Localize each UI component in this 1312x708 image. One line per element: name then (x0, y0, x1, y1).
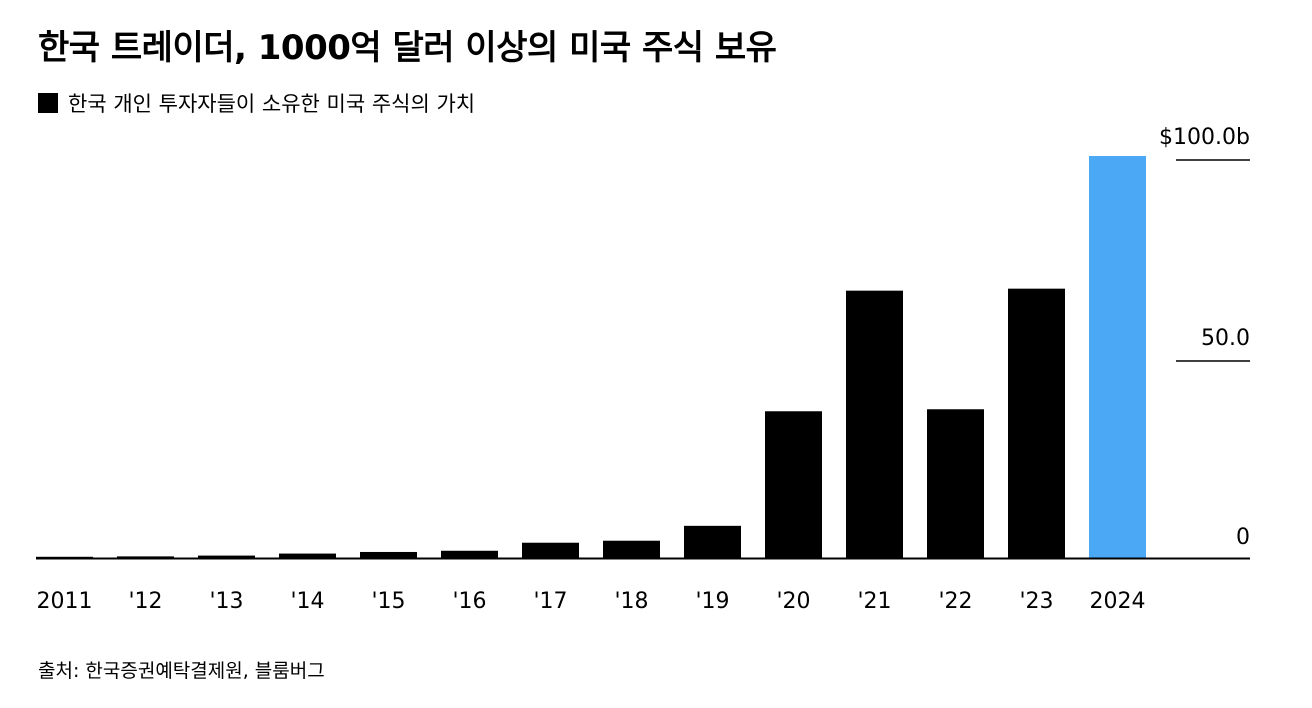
legend-swatch (38, 93, 58, 113)
bar-12 (1008, 288, 1065, 558)
bar-4 (360, 551, 417, 558)
legend-label: 한국 개인 투자자들이 소유한 미국 주식의 가치 (68, 92, 476, 116)
x-tick-label: '22 (938, 589, 972, 614)
x-tick-label: '17 (533, 589, 567, 614)
source-note: 출처: 한국증권예탁결제원, 블룸버그 (38, 660, 325, 682)
x-tick-label: '13 (209, 589, 243, 614)
x-tick-label: '23 (1019, 589, 1053, 614)
x-tick-label: 2024 (1090, 589, 1146, 614)
x-tick-label: '15 (371, 589, 405, 614)
x-axis-labels: 2011 '12 '13 '14 '15 '16 '17 '18 '19 '20 '21 '22 '23… (37, 589, 1146, 614)
y-tick-label: 50.0 (1201, 326, 1250, 351)
bar-0 (36, 556, 93, 558)
x-tick-label: '18 (614, 589, 648, 614)
x-tick-label: '16 (452, 589, 486, 614)
bar-9 (765, 411, 822, 558)
x-tick-label: '20 (776, 589, 810, 614)
y-tick-label: 0 (1236, 525, 1250, 550)
bar-10 (846, 290, 903, 558)
bar-11 (927, 409, 984, 558)
x-tick-label: 2011 (37, 589, 93, 614)
bar-3 (279, 553, 336, 558)
x-tick-label: '12 (128, 589, 162, 614)
bar-7 (603, 540, 660, 558)
chart-title: 한국 트레이더, 1000억 달러 이상의 미국 주식 보유 (38, 28, 777, 68)
bar-8 (684, 525, 741, 558)
bar-5 (441, 550, 498, 558)
y-axis-ticks: 0 50.0 $100.0b (1159, 125, 1250, 550)
bars-group (36, 156, 1146, 558)
legend: 한국 개인 투자자들이 소유한 미국 주식의 가치 (38, 88, 475, 118)
bar-13 (1089, 156, 1146, 558)
x-tick-label: '21 (857, 589, 891, 614)
y-tick-label: $100.0b (1159, 125, 1250, 150)
x-tick-label: '14 (290, 589, 324, 614)
bar-6 (522, 542, 579, 558)
bar-2 (198, 555, 255, 558)
bar-1 (117, 556, 174, 558)
x-tick-label: '19 (695, 589, 729, 614)
